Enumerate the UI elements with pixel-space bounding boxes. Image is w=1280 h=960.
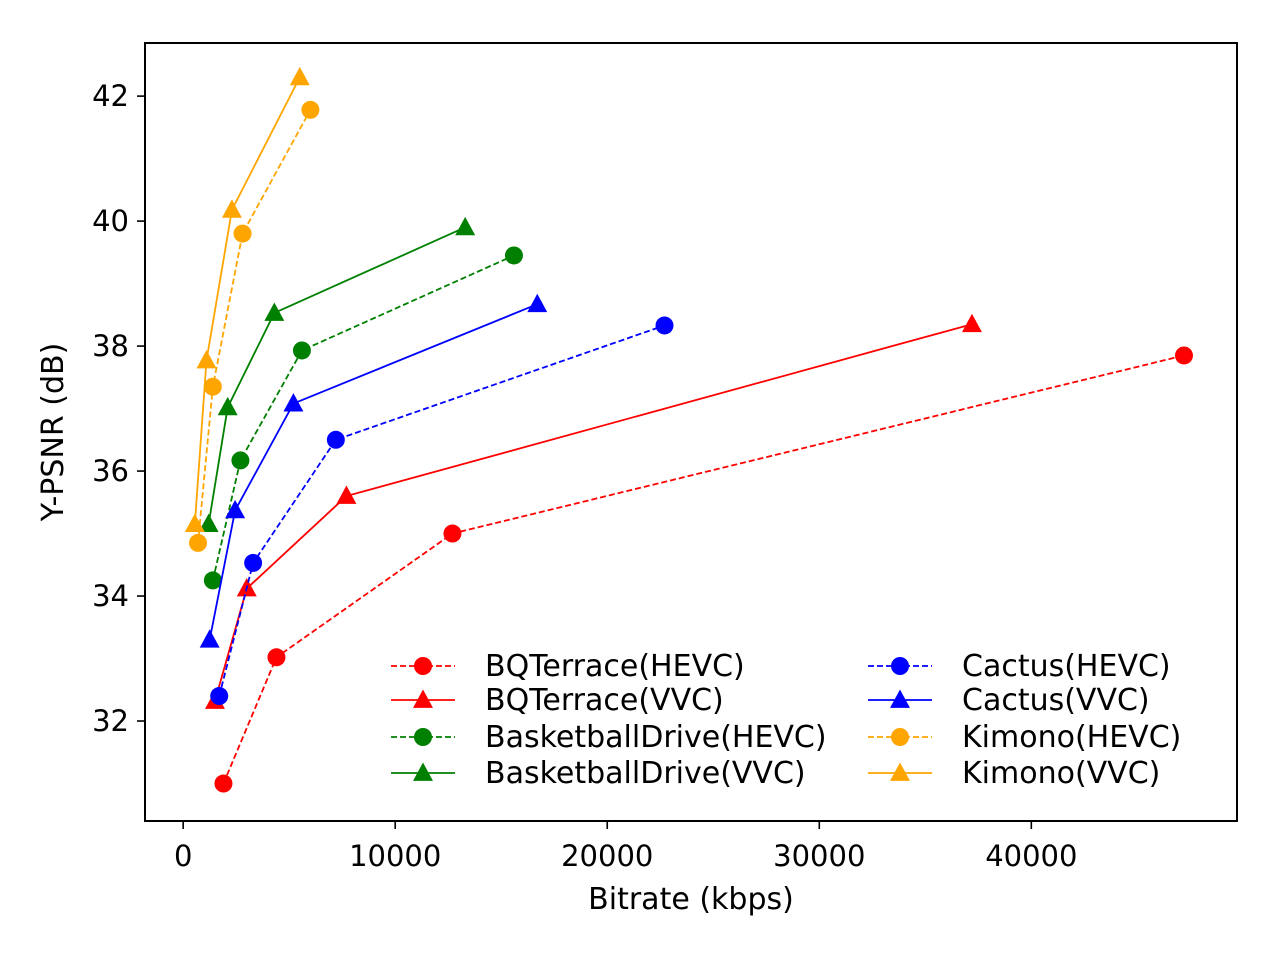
data-point bbox=[203, 571, 222, 590]
legend-entry-basketballdrive-vvc: BasketballDrive(VVC) bbox=[391, 756, 806, 791]
legend-label: Cactus(VVC) bbox=[962, 683, 1150, 718]
data-point bbox=[221, 199, 242, 218]
data-point bbox=[231, 451, 250, 470]
legend-label: Kimono(HEVC) bbox=[962, 720, 1181, 755]
series-cactus-hevc bbox=[210, 316, 674, 706]
series-line bbox=[211, 254, 515, 581]
data-point bbox=[504, 246, 523, 265]
x-axis-ticks: 0 10000 20000 30000 40000 bbox=[174, 821, 1077, 873]
data-point bbox=[527, 293, 548, 313]
legend-label: Kimono(VVC) bbox=[962, 756, 1160, 791]
y-tick-label: 40 bbox=[92, 204, 129, 238]
series-kimono-vvc bbox=[184, 66, 310, 533]
series-basketballdrive-vvc bbox=[198, 216, 476, 533]
data-point bbox=[189, 533, 208, 552]
data-point bbox=[196, 349, 217, 369]
x-axis-label: Bitrate (kbps) bbox=[588, 882, 794, 917]
data-point bbox=[184, 513, 205, 533]
data-point bbox=[233, 224, 252, 243]
x-tick-label: 10000 bbox=[349, 839, 441, 873]
series-bqterrace-hevc bbox=[214, 346, 1193, 793]
legend-entry-kimono-hevc: Kimono(HEVC) bbox=[868, 720, 1181, 755]
legend-marker bbox=[890, 762, 910, 781]
legend-label: Cactus(HEVC) bbox=[962, 649, 1171, 684]
y-tick-label: 34 bbox=[92, 579, 129, 613]
data-point bbox=[301, 100, 320, 119]
legend-marker bbox=[891, 657, 909, 675]
series-cactus-vvc bbox=[199, 293, 548, 648]
legend-entry-cactus-hevc: Cactus(HEVC) bbox=[868, 649, 1171, 684]
legend-label: BQTerrace(VVC) bbox=[485, 683, 724, 718]
series-kimono-hevc bbox=[189, 100, 320, 552]
data-point bbox=[214, 774, 233, 793]
series-line bbox=[197, 109, 312, 544]
data-point bbox=[264, 302, 285, 321]
legend-marker bbox=[414, 728, 432, 746]
data-point bbox=[225, 499, 246, 519]
legend-marker bbox=[414, 657, 432, 675]
data-point bbox=[244, 553, 263, 572]
legend-entry-basketballdrive-hevc: BasketballDrive(HEVC) bbox=[391, 720, 827, 755]
data-point bbox=[217, 396, 238, 416]
data-point bbox=[1174, 346, 1193, 365]
data-point bbox=[443, 524, 462, 543]
legend-marker bbox=[413, 689, 433, 708]
data-point bbox=[326, 430, 345, 449]
x-tick-label: 0 bbox=[174, 839, 192, 873]
y-tick-label: 36 bbox=[92, 454, 129, 488]
data-point bbox=[210, 687, 229, 706]
x-tick-label: 20000 bbox=[561, 839, 653, 873]
data-point bbox=[199, 629, 220, 648]
series-line bbox=[208, 303, 538, 640]
series-line bbox=[193, 76, 301, 525]
y-tick-label: 42 bbox=[92, 79, 129, 113]
legend-marker bbox=[891, 728, 909, 746]
data-point bbox=[336, 485, 357, 504]
y-axis-label: Y-PSNR (dB) bbox=[36, 343, 71, 523]
data-point bbox=[655, 316, 674, 335]
legend-marker bbox=[413, 762, 433, 781]
legend-entry-bqterrace-hevc: BQTerrace(HEVC) bbox=[391, 649, 745, 684]
y-axis-ticks: 32 34 36 38 40 42 bbox=[92, 79, 145, 738]
series-line bbox=[207, 226, 466, 525]
legend-label: BasketballDrive(HEVC) bbox=[485, 720, 827, 755]
legend-entry-kimono-vvc: Kimono(VVC) bbox=[868, 756, 1160, 791]
data-point bbox=[203, 377, 222, 396]
plot-area bbox=[184, 66, 1193, 793]
data-point bbox=[961, 313, 982, 333]
legend: BQTerrace(HEVC)BQTerrace(VVC)BasketballD… bbox=[391, 649, 1181, 791]
legend-entry-cactus-vvc: Cactus(VVC) bbox=[868, 683, 1150, 718]
data-point bbox=[289, 66, 310, 86]
legend-marker bbox=[890, 689, 910, 708]
legend-entry-bqterrace-vvc: BQTerrace(VVC) bbox=[391, 683, 724, 718]
series-line bbox=[218, 324, 665, 697]
series-line bbox=[222, 354, 1185, 784]
data-point bbox=[267, 648, 286, 667]
data-point bbox=[198, 513, 219, 533]
y-tick-label: 38 bbox=[92, 329, 129, 363]
data-point bbox=[283, 393, 304, 412]
series-basketballdrive-hevc bbox=[203, 246, 523, 590]
x-tick-label: 40000 bbox=[985, 839, 1077, 873]
axes-frame bbox=[144, 42, 1238, 822]
series-line bbox=[214, 323, 973, 702]
legend-label: BasketballDrive(VVC) bbox=[485, 756, 806, 791]
data-point bbox=[292, 341, 311, 360]
x-tick-label: 30000 bbox=[773, 839, 865, 873]
y-tick-label: 32 bbox=[92, 704, 129, 738]
data-point bbox=[455, 216, 476, 236]
legend-label: BQTerrace(HEVC) bbox=[485, 649, 745, 684]
